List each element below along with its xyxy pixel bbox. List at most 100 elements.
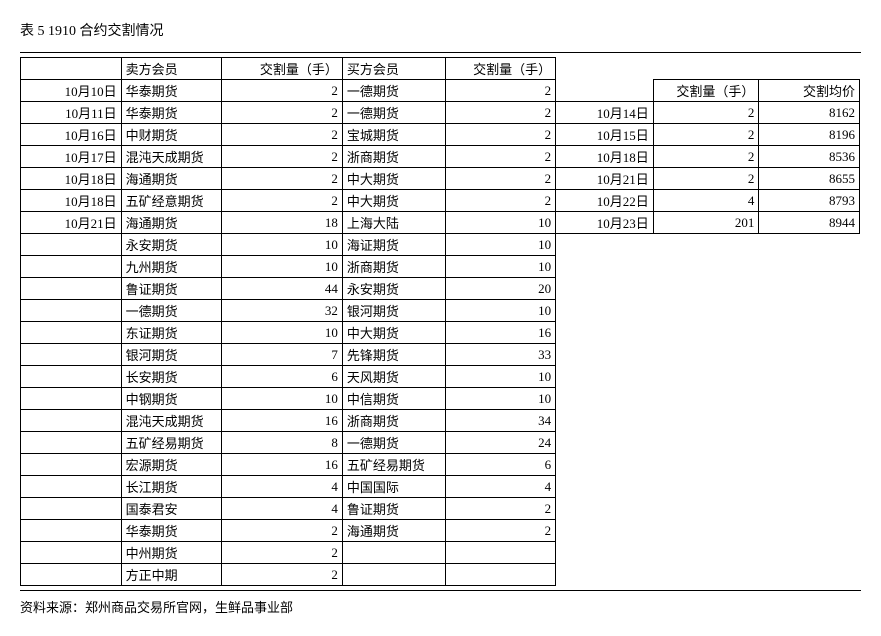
cell-vol3 bbox=[653, 410, 759, 432]
cell-vol2 bbox=[445, 542, 556, 564]
table-row: 九州期货10浙商期货10 bbox=[21, 256, 860, 278]
table-row: 国泰君安4鲁证期货2 bbox=[21, 498, 860, 520]
cell-seller: 五矿经易期货 bbox=[121, 432, 222, 454]
cell-vol1: 2 bbox=[222, 168, 343, 190]
cell-date bbox=[21, 476, 122, 498]
cell-vol3: 201 bbox=[653, 212, 759, 234]
cell-date2: 10月23日 bbox=[556, 212, 654, 234]
cell-buyer: 一德期货 bbox=[342, 80, 445, 102]
cell-date2 bbox=[556, 80, 654, 102]
cell-buyer: 鲁证期货 bbox=[342, 498, 445, 520]
cell-vol2: 2 bbox=[445, 146, 556, 168]
cell-buyer: 银河期货 bbox=[342, 300, 445, 322]
table-row: 10月17日混沌天成期货2浙商期货210月18日28536 bbox=[21, 146, 860, 168]
cell-price: 8944 bbox=[759, 212, 860, 234]
cell-buyer: 宝城期货 bbox=[342, 124, 445, 146]
cell-date bbox=[21, 300, 122, 322]
cell-vol3 bbox=[653, 300, 759, 322]
cell-vol2: 10 bbox=[445, 366, 556, 388]
table-row: 中州期货2 bbox=[21, 542, 860, 564]
cell-vol1: 4 bbox=[222, 498, 343, 520]
cell-date bbox=[21, 432, 122, 454]
cell-date: 10月18日 bbox=[21, 190, 122, 212]
cell-date2 bbox=[556, 344, 654, 366]
cell-vol2: 2 bbox=[445, 168, 556, 190]
cell-date bbox=[21, 388, 122, 410]
cell-vol2: 2 bbox=[445, 190, 556, 212]
cell-price bbox=[759, 432, 860, 454]
cell-buyer: 永安期货 bbox=[342, 278, 445, 300]
table-row: 长安期货6天风期货10 bbox=[21, 366, 860, 388]
cell-seller: 宏源期货 bbox=[121, 454, 222, 476]
cell-vol2: 10 bbox=[445, 388, 556, 410]
cell-seller: 混沌天成期货 bbox=[121, 410, 222, 432]
cell-vol2: 2 bbox=[445, 520, 556, 542]
cell-date: 10月17日 bbox=[21, 146, 122, 168]
cell-price bbox=[759, 388, 860, 410]
cell-buyer bbox=[342, 542, 445, 564]
cell-price: 8655 bbox=[759, 168, 860, 190]
cell-price bbox=[759, 520, 860, 542]
cell-date2 bbox=[556, 564, 654, 586]
cell-vol1: 8 bbox=[222, 432, 343, 454]
cell-vol3 bbox=[653, 256, 759, 278]
cell-date bbox=[21, 322, 122, 344]
cell-date bbox=[21, 344, 122, 366]
cell-date2 bbox=[556, 278, 654, 300]
separator-top bbox=[20, 52, 861, 53]
cell-date2 bbox=[556, 256, 654, 278]
cell-vol3 bbox=[653, 388, 759, 410]
cell-date bbox=[21, 564, 122, 586]
cell-vol2: 6 bbox=[445, 454, 556, 476]
cell-vol1: 16 bbox=[222, 454, 343, 476]
cell-vol1: 32 bbox=[222, 300, 343, 322]
cell-price bbox=[759, 300, 860, 322]
cell-seller: 长江期货 bbox=[121, 476, 222, 498]
cell-buyer: 中大期货 bbox=[342, 190, 445, 212]
header-seller: 卖方会员 bbox=[121, 58, 222, 80]
cell-vol2: 20 bbox=[445, 278, 556, 300]
cell-vol3 bbox=[653, 520, 759, 542]
cell-vol1: 2 bbox=[222, 520, 343, 542]
header-buyer: 买方会员 bbox=[342, 58, 445, 80]
cell-vol2: 16 bbox=[445, 322, 556, 344]
cell-vol1: 10 bbox=[222, 256, 343, 278]
cell-vol2: 10 bbox=[445, 300, 556, 322]
cell-seller: 永安期货 bbox=[121, 234, 222, 256]
table-row: 五矿经易期货8一德期货24 bbox=[21, 432, 860, 454]
cell-buyer: 浙商期货 bbox=[342, 256, 445, 278]
cell-buyer: 海证期货 bbox=[342, 234, 445, 256]
table-row: 东证期货10中大期货16 bbox=[21, 322, 860, 344]
cell-vol3 bbox=[653, 542, 759, 564]
cell-seller: 国泰君安 bbox=[121, 498, 222, 520]
cell-date bbox=[21, 520, 122, 542]
cell-date bbox=[21, 542, 122, 564]
cell-vol3 bbox=[653, 564, 759, 586]
cell-vol2: 2 bbox=[445, 80, 556, 102]
header-row-1: 卖方会员 交割量（手） 买方会员 交割量（手） bbox=[21, 58, 860, 80]
cell-price bbox=[759, 344, 860, 366]
cell-date bbox=[21, 256, 122, 278]
cell-seller: 鲁证期货 bbox=[121, 278, 222, 300]
cell-vol1: 10 bbox=[222, 322, 343, 344]
cell-vol1: 2 bbox=[222, 564, 343, 586]
cell-date bbox=[21, 366, 122, 388]
cell-vol3 bbox=[653, 454, 759, 476]
cell-vol1: 16 bbox=[222, 410, 343, 432]
cell-seller: 中钢期货 bbox=[121, 388, 222, 410]
cell-date: 10月11日 bbox=[21, 102, 122, 124]
cell-date2 bbox=[556, 322, 654, 344]
cell-seller: 九州期货 bbox=[121, 256, 222, 278]
delivery-table: 卖方会员 交割量（手） 买方会员 交割量（手） 10月10日华泰期货2一德期货2… bbox=[20, 57, 860, 586]
cell-price bbox=[759, 322, 860, 344]
cell-price bbox=[759, 256, 860, 278]
cell-vol1: 2 bbox=[222, 542, 343, 564]
cell-vol1: 7 bbox=[222, 344, 343, 366]
cell-seller: 华泰期货 bbox=[121, 80, 222, 102]
blank-cell bbox=[759, 58, 860, 80]
cell-price: 交割均价 bbox=[759, 80, 860, 102]
table-row: 混沌天成期货16浙商期货34 bbox=[21, 410, 860, 432]
cell-seller: 一德期货 bbox=[121, 300, 222, 322]
cell-buyer: 中信期货 bbox=[342, 388, 445, 410]
source-line: 资料来源：郑州商品交易所官网，生鲜品事业部 bbox=[20, 597, 861, 616]
